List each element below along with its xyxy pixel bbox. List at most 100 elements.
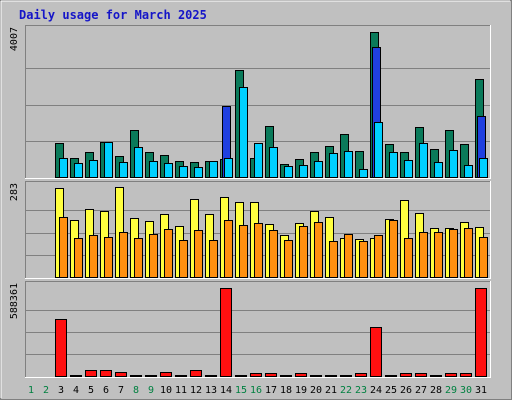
top-bar-series2	[389, 152, 398, 178]
bottom-bar	[235, 375, 247, 377]
top-bar-series2	[239, 87, 248, 178]
x-axis-day-label: 18	[280, 385, 292, 396]
x-axis-day-label: 20	[310, 385, 322, 396]
bottom-bar	[325, 375, 337, 377]
top-bar-series2	[464, 165, 473, 178]
bottom-bar	[475, 288, 487, 377]
middle-bar-series2	[389, 220, 398, 278]
top-bar-series2	[74, 163, 83, 178]
bottom-bar	[100, 370, 112, 377]
x-axis-day-label: 10	[160, 385, 172, 396]
bottom-bar	[415, 373, 427, 377]
x-axis-day-label: 26	[400, 385, 412, 396]
x-axis-day-label: 25	[385, 385, 397, 396]
bottom-bar	[175, 375, 187, 377]
middle-bar-series2	[374, 235, 383, 278]
top-bar-series2	[314, 161, 323, 178]
middle-bar-series2	[134, 238, 143, 278]
middle-bar-series2	[419, 232, 428, 278]
middle-bar-series2	[359, 241, 368, 278]
top-bar-series2	[104, 142, 113, 178]
middle-bar-series2	[479, 237, 488, 278]
bottom-bar	[265, 373, 277, 377]
x-axis-day-label: 2	[43, 385, 49, 396]
top-bar-series2	[434, 162, 443, 178]
bottom-bar	[190, 370, 202, 377]
x-axis-day-label: 9	[148, 385, 154, 396]
bottom-bar	[70, 375, 82, 377]
middle-bar-series2	[329, 241, 338, 278]
x-axis-day-label: 15	[235, 385, 247, 396]
middle-bar-series2	[239, 225, 248, 278]
bottom-bar	[430, 375, 442, 377]
bottom-bar	[130, 375, 142, 377]
bottom-bar	[55, 319, 67, 377]
top-bar-series2	[89, 160, 98, 178]
middle-bar-series2	[179, 240, 188, 278]
x-axis-day-label: 13	[205, 385, 217, 396]
x-axis-day-label: 11	[175, 385, 187, 396]
middle-bar-series2	[299, 226, 308, 278]
bottom-bar	[205, 375, 217, 377]
y-axis-max-label: 283	[9, 183, 20, 201]
bottom-bar	[115, 372, 127, 377]
middle-bar-series2	[314, 222, 323, 278]
x-axis-day-label: 29	[445, 385, 457, 396]
middle-bar-series2	[464, 228, 473, 278]
x-axis-day-label: 28	[430, 385, 442, 396]
top-bar-series2	[149, 161, 158, 178]
top-bar-series2	[299, 165, 308, 178]
top-bar-series2	[59, 158, 68, 178]
middle-bar-series2	[149, 234, 158, 278]
bottom-bar	[250, 373, 262, 377]
bottom-bar	[85, 370, 97, 377]
bottom-bar	[220, 288, 232, 377]
top-bar-series2	[449, 150, 458, 178]
top-bar-series2	[374, 122, 383, 178]
top-bar-series2	[179, 166, 188, 178]
bottom-bar	[295, 373, 307, 377]
x-axis-day-label: 3	[58, 385, 64, 396]
bottom-bar	[355, 373, 367, 377]
middle-bar-series2	[434, 232, 443, 278]
y-axis-max-label: 4007	[9, 27, 20, 51]
top-bar-series2	[284, 166, 293, 178]
top-bar-series2	[134, 147, 143, 178]
bottom-bar	[280, 375, 292, 377]
bottom-bar	[160, 372, 172, 377]
top-bar-series2	[359, 169, 368, 178]
middle-bar-series2	[224, 220, 233, 278]
x-axis-day-label: 8	[133, 385, 139, 396]
y-axis-max-label: 588361	[9, 283, 20, 319]
x-axis-day-label: 23	[355, 385, 367, 396]
top-bar-series2	[329, 153, 338, 178]
top-bar-series2	[254, 143, 263, 178]
x-axis-day-label: 4	[73, 385, 79, 396]
bottom-bar	[385, 375, 397, 377]
middle-bar-series2	[269, 230, 278, 278]
x-axis-day-label: 1	[28, 385, 34, 396]
middle-bar-series2	[89, 235, 98, 278]
middle-bar-series2	[404, 238, 413, 278]
middle-bar-series2	[164, 229, 173, 278]
middle-bar-series2	[344, 234, 353, 278]
middle-bar-series2	[74, 238, 83, 278]
x-axis-day-label: 22	[340, 385, 352, 396]
middle-bar-series2	[284, 240, 293, 278]
x-axis-day-label: 31	[475, 385, 487, 396]
x-axis-day-label: 27	[415, 385, 427, 396]
middle-bar-series2	[194, 230, 203, 278]
x-axis-day-label: 12	[190, 385, 202, 396]
top-bar-series2	[194, 167, 203, 178]
bottom-bar	[370, 327, 382, 377]
bottom-bar	[145, 375, 157, 377]
x-axis-day-label: 14	[220, 385, 232, 396]
top-bar-series2	[404, 160, 413, 178]
top-bar-series2	[164, 163, 173, 178]
top-bar-series2	[224, 158, 233, 178]
x-axis-day-label: 19	[295, 385, 307, 396]
middle-bar-series2	[119, 232, 128, 278]
x-axis-day-label: 6	[103, 385, 109, 396]
x-axis-day-label: 17	[265, 385, 277, 396]
